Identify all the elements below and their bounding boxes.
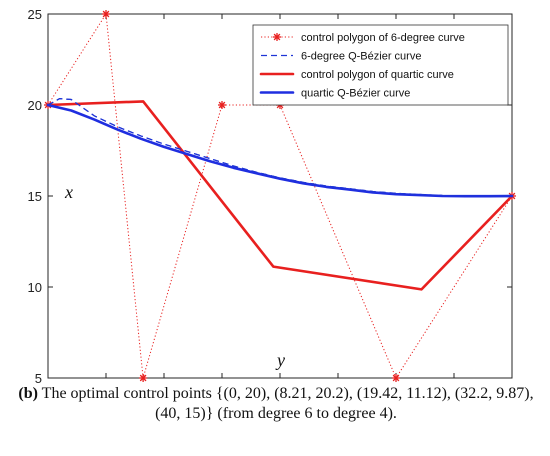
- legend-entry: control polygon of 6-degree curve: [301, 32, 465, 44]
- legend-star: [273, 33, 281, 41]
- legend-entry: 6-degree Q-Bézier curve: [301, 51, 421, 63]
- series-point-star: [139, 374, 148, 382]
- x-tick-label: 10: [157, 381, 171, 384]
- y-tick-label: 15: [28, 189, 42, 204]
- y-tick-label: 25: [28, 7, 42, 22]
- star-stroke: [218, 101, 226, 109]
- x-tick-label: 40: [505, 381, 519, 384]
- ticks: 0510152025303540510152025: [28, 7, 520, 384]
- x-tick-label: 15: [215, 381, 229, 384]
- caption-label: (b): [18, 385, 38, 402]
- series-point-star: [392, 374, 400, 382]
- x-tick-label: 30: [389, 381, 403, 384]
- x-tick-label: 0: [44, 381, 51, 384]
- series-line-3: [46, 100, 514, 291]
- x-tick-label: 35: [447, 381, 461, 384]
- legend-entry: control polygon of quartic curve: [301, 69, 454, 81]
- legend: control polygon of 6-degree curve 6-degre…: [252, 24, 509, 106]
- y-tick-label: 10: [28, 280, 42, 295]
- series-point-star: [218, 101, 226, 109]
- y-tick-label: 20: [28, 98, 42, 113]
- star-stroke: [102, 10, 110, 18]
- legend-box: [252, 24, 509, 106]
- series-line-2-overlay: [47, 97, 512, 197]
- star-stroke: [139, 374, 147, 382]
- caption-text: The optimal control points {(0, 20), (8.…: [37, 385, 534, 422]
- y-axis-label: x: [64, 182, 73, 202]
- x-axis-label: y: [275, 350, 285, 370]
- x-tick-label: 20: [273, 381, 287, 384]
- star-stroke: [273, 33, 281, 41]
- legend-entry: quartic Q-Bézier curve: [301, 88, 410, 100]
- x-tick-label: 25: [331, 381, 345, 384]
- y-tick-label: 5: [35, 371, 42, 384]
- x-tick-label: 5: [102, 381, 109, 384]
- series-point-star: [102, 10, 110, 18]
- figure-caption: (b) The optimal control points {(0, 20),…: [6, 384, 546, 424]
- star-stroke: [392, 374, 400, 382]
- chart: 0510152025303540510152025 y x control po…: [28, 7, 520, 384]
